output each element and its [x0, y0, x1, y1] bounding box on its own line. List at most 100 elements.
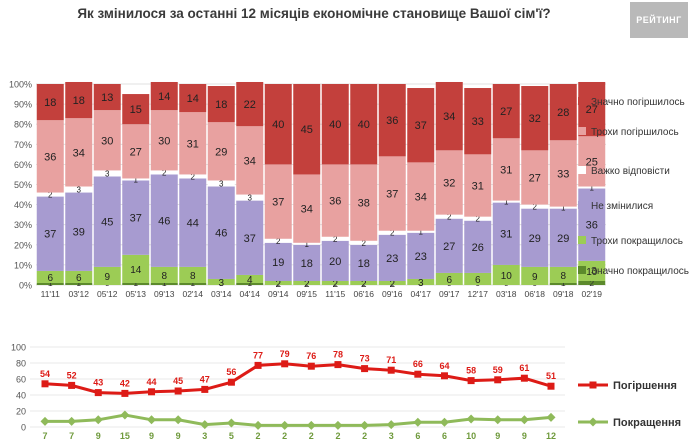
data-label: 8: [161, 271, 167, 282]
bar-segment: [464, 272, 492, 285]
line-marker: [546, 412, 556, 422]
x-tick-label: 09'14: [268, 289, 289, 299]
bar-segment: [36, 192, 64, 197]
bar-segment: [150, 174, 178, 267]
data-label: 45: [301, 124, 313, 136]
y-tick-label: 90%: [14, 100, 32, 110]
data-label: 30: [158, 135, 170, 147]
bar-segment: [150, 266, 178, 283]
data-label: 27: [443, 241, 455, 253]
data-label: 32: [529, 113, 541, 125]
line-marker: [467, 377, 475, 385]
data-label: 1: [419, 228, 424, 237]
bar-segment: [65, 192, 93, 271]
bar-segment: [264, 280, 292, 285]
data-label: 9: [532, 272, 538, 283]
data-label: 9: [176, 431, 181, 441]
data-label: 73: [360, 354, 370, 364]
bar-segment: [321, 280, 349, 285]
data-label: 29: [557, 233, 569, 245]
data-label: 52: [67, 370, 77, 380]
y-tick-label: 20%: [14, 240, 32, 250]
bar-segment: [122, 94, 150, 125]
data-label: 56: [226, 367, 236, 377]
bar-segment: [578, 280, 606, 285]
bar-segment: [321, 84, 349, 165]
y-tick-label: 50%: [14, 180, 32, 190]
line-marker: [281, 360, 289, 368]
line-marker: [226, 418, 236, 428]
bar-segment: [350, 244, 378, 281]
data-label: 10: [501, 271, 513, 282]
line-marker: [334, 361, 342, 369]
data-label: 1: [133, 278, 138, 288]
bar-segment: [122, 282, 150, 285]
y-tick-label: 10%: [14, 260, 32, 270]
data-label: 15: [120, 431, 130, 441]
data-label: 34: [415, 192, 427, 204]
bar-segment: [36, 120, 64, 193]
data-label: 6: [442, 431, 447, 441]
legend-swatch: [578, 127, 586, 135]
data-label: 4: [247, 275, 253, 286]
line-marker: [413, 417, 423, 427]
data-label: 2: [362, 239, 367, 248]
x-tick-label: 02'14: [182, 289, 203, 299]
bar-segment: [492, 84, 520, 139]
data-label: 40: [358, 119, 370, 131]
bar-segment: [549, 206, 577, 209]
legend-label: Трохи погіршилось: [591, 127, 679, 138]
data-label: 39: [73, 227, 85, 239]
bar-segment: [207, 186, 235, 279]
bar-segment: [350, 240, 378, 245]
bar-segment: [464, 216, 492, 221]
bar-segment: [521, 208, 549, 267]
bar-segment: [321, 240, 349, 281]
bar-segment: [435, 218, 463, 273]
data-label: 34: [443, 111, 455, 123]
data-label: 78: [333, 350, 343, 360]
bar-segment: [578, 188, 606, 261]
data-label: 45: [173, 376, 183, 386]
data-label: 2: [332, 279, 338, 290]
x-tick-label: 12'17: [467, 289, 488, 299]
data-label: 10: [466, 431, 476, 441]
data-label: 37: [244, 233, 256, 245]
data-label: 40: [272, 119, 284, 131]
bar-segment: [521, 266, 549, 285]
data-label: 43: [93, 378, 103, 388]
x-tick-label: 02'19: [581, 289, 602, 299]
data-label: 29: [529, 233, 541, 245]
data-label: 1: [305, 240, 310, 249]
bar-segment: [93, 176, 121, 267]
y-tick-label: 30%: [14, 220, 32, 230]
line-marker: [519, 415, 529, 425]
line-marker: [67, 416, 77, 426]
data-label: 32: [443, 177, 455, 189]
data-label: 33: [472, 116, 484, 128]
bar-segment: [236, 81, 264, 127]
bar-segment: [521, 150, 549, 205]
data-label: 8: [190, 271, 196, 282]
data-label: 36: [44, 151, 56, 163]
bar-segment: [65, 270, 93, 283]
x-tick-label: 06'18: [524, 289, 545, 299]
line-marker: [174, 387, 182, 395]
bar-segment: [378, 156, 406, 231]
data-label: 71: [386, 355, 396, 365]
line-marker: [93, 415, 103, 425]
line-marker: [280, 420, 290, 430]
data-label: 28: [557, 107, 569, 119]
data-label: 7: [42, 431, 47, 441]
bar-segment: [407, 232, 435, 279]
data-label: 2: [162, 168, 167, 177]
bar-segment: [93, 170, 121, 177]
data-label: 9: [96, 431, 101, 441]
bar-segment: [293, 174, 321, 243]
bar-segment: [350, 164, 378, 241]
data-label: 29: [215, 146, 227, 158]
bar-segment: [521, 86, 549, 151]
legend-marker: [588, 417, 598, 427]
data-label: 58: [466, 366, 476, 376]
bar-segment: [65, 186, 93, 193]
